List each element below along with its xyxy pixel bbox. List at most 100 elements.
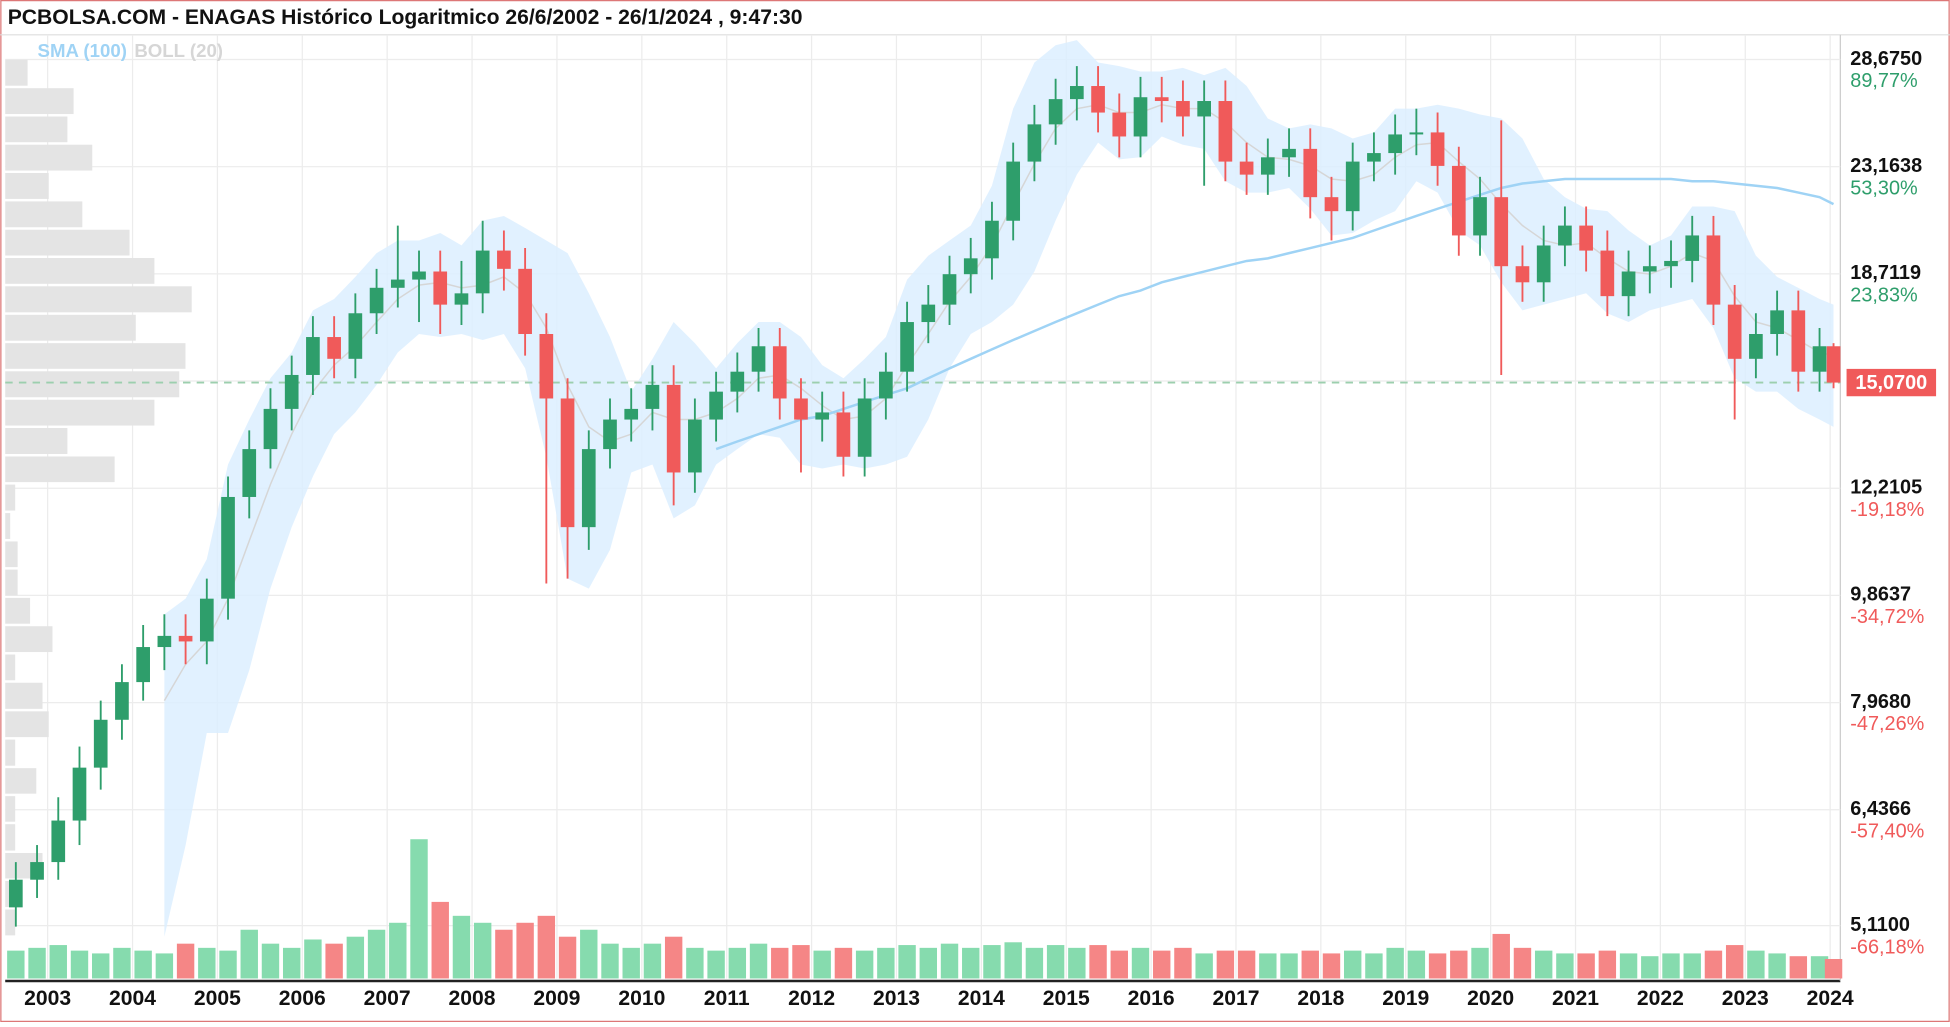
volume-profile-bar <box>5 569 18 596</box>
candle-body <box>581 449 596 528</box>
candle-body <box>1494 197 1509 267</box>
volume-profile-bar <box>5 824 16 851</box>
candle-body <box>1621 271 1636 297</box>
x-tick-label: 2012 <box>788 987 835 1010</box>
volume-bar <box>686 947 704 979</box>
candle-body <box>963 258 978 275</box>
volume-bar <box>1386 947 1404 979</box>
candle-body <box>1260 157 1275 175</box>
y-tick-change: 53,30% <box>1850 177 1917 199</box>
candle-body <box>1536 245 1551 283</box>
candle-body <box>772 346 787 399</box>
y-tick-label: 6,4366 <box>1850 798 1911 820</box>
candle-body <box>1579 225 1593 251</box>
candle-body <box>1770 310 1784 335</box>
volume-bar <box>1365 953 1383 979</box>
y-tick-label: 12,2105 <box>1850 476 1922 498</box>
x-tick-label: 2003 <box>24 987 71 1010</box>
candle-body <box>518 268 532 335</box>
candle-body <box>1176 101 1190 117</box>
volume-bar <box>643 943 662 979</box>
candle-body <box>1324 197 1339 212</box>
candle-body <box>1473 197 1487 236</box>
volume-bar <box>134 950 152 979</box>
x-tick-label: 2006 <box>279 987 326 1010</box>
volume-profile-bar <box>5 399 155 426</box>
last-price-box <box>1846 368 1937 397</box>
x-tick-label: 2016 <box>1128 987 1175 1010</box>
candle-body <box>72 767 87 821</box>
candle-body <box>985 220 999 259</box>
y-tick-change: -66,18% <box>1850 936 1924 958</box>
candle-body <box>879 371 893 399</box>
volume-profile-bar <box>5 314 136 341</box>
volume-bar <box>410 839 428 979</box>
volume-bar <box>1725 945 1744 979</box>
volume-bar <box>49 945 67 979</box>
volume-bar <box>834 947 853 979</box>
candle-body <box>1706 235 1721 305</box>
y-tick-change: -47,26% <box>1850 713 1924 735</box>
sma-line <box>715 177 1835 451</box>
volume-profile-bar <box>5 173 49 199</box>
volume-bar <box>962 947 980 979</box>
x-tick-label: 2023 <box>1722 987 1769 1010</box>
candle-body <box>1451 165 1466 236</box>
volume-bar <box>771 947 789 979</box>
volume-bar <box>198 947 216 979</box>
candle-body <box>178 635 193 642</box>
volume-profile-bar <box>5 258 155 284</box>
candle-body <box>1133 97 1148 137</box>
volume-bar <box>1259 953 1277 979</box>
x-tick-label: 2019 <box>1382 987 1429 1010</box>
x-tick-label: 2018 <box>1297 987 1344 1010</box>
volume-profile-bar <box>5 711 49 738</box>
volume-bar <box>1824 958 1843 979</box>
legend-entry: BOLL (20) <box>134 40 223 61</box>
candle-body <box>1826 346 1841 383</box>
candle-body <box>93 719 108 768</box>
volume-bar <box>1768 953 1786 979</box>
volume-bar <box>1513 947 1532 979</box>
volume-bar <box>346 936 365 979</box>
candle-body <box>199 598 214 642</box>
volume-bar <box>1322 953 1341 979</box>
volume-bar <box>728 947 747 979</box>
volume-profile-bar <box>5 286 192 313</box>
candle-body <box>1282 148 1296 158</box>
candle-body <box>1515 266 1530 283</box>
candle-body <box>1112 112 1127 137</box>
volume-bar <box>1577 953 1595 979</box>
candle-body <box>709 391 723 420</box>
volume-bar <box>7 950 25 979</box>
candle-body <box>1409 132 1424 135</box>
volume-bar <box>1301 950 1319 979</box>
volume-bar <box>1089 945 1107 979</box>
x-tick-label: 2015 <box>1043 987 1090 1010</box>
candle-body <box>284 374 299 409</box>
candle-body <box>454 293 469 305</box>
volume-profile-bar <box>5 116 68 143</box>
volume-bar <box>664 936 683 979</box>
volume-profile-bar <box>5 768 37 794</box>
x-tick-label: 2024 <box>1807 987 1854 1010</box>
volume-bar <box>1428 953 1447 979</box>
candle-body <box>1070 86 1084 100</box>
volume-bar <box>1068 947 1086 979</box>
candle-body <box>1218 101 1233 162</box>
candle-body <box>857 398 872 457</box>
candle-body <box>1048 99 1063 125</box>
volume-bar <box>1556 953 1574 979</box>
candle-body <box>157 635 172 648</box>
y-tick-change: 89,77% <box>1850 70 1917 92</box>
bollinger-band <box>164 40 1834 937</box>
candle-body <box>136 647 150 683</box>
volume-bar <box>1195 953 1213 979</box>
candle-body <box>836 412 851 457</box>
volume-bar <box>304 939 322 979</box>
x-tick-label: 2013 <box>873 987 920 1010</box>
volume-bar <box>1641 956 1659 979</box>
volume-bar <box>1789 956 1808 979</box>
candle-body <box>1749 334 1763 359</box>
volume-bar <box>940 943 959 979</box>
